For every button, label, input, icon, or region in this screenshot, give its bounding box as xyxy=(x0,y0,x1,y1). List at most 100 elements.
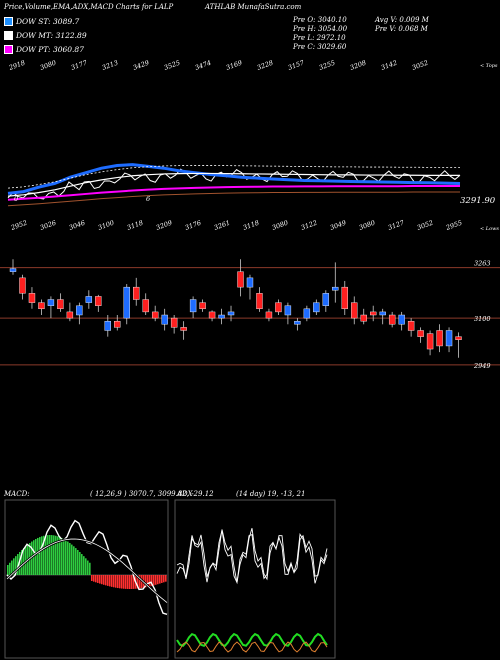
candle-body xyxy=(161,314,168,325)
macd-hist-bar xyxy=(101,575,103,585)
top-label: 3052 xyxy=(411,59,429,72)
macd-hist-bar xyxy=(11,560,13,575)
low-label: 3122 xyxy=(300,219,318,232)
low-label: 3046 xyxy=(68,219,86,232)
low-label: 3100 xyxy=(97,219,115,232)
macd-hist-bar xyxy=(111,575,113,587)
macd-hist-bar xyxy=(87,560,89,575)
macd-hist-bar xyxy=(121,575,123,589)
candle-body xyxy=(426,333,434,350)
ema-series-0 xyxy=(7,163,461,195)
macd-hist-bar xyxy=(93,575,95,582)
macd-hist-bar xyxy=(163,575,165,583)
candle-body xyxy=(104,320,111,331)
pre-high: Pre H: 3054.00 xyxy=(293,25,348,33)
candle-body xyxy=(237,271,244,288)
macd-hist-bar xyxy=(99,575,101,584)
candle-body xyxy=(246,277,254,288)
adx-green xyxy=(176,632,328,648)
macd-adx-panel xyxy=(4,499,336,659)
low-label: 3049 xyxy=(329,219,347,232)
macd-hist-bar xyxy=(157,575,159,585)
macd-hist-bar xyxy=(17,554,19,575)
macd-signal xyxy=(6,538,168,603)
macd-hist-bar xyxy=(103,575,105,585)
macd-hist-bar xyxy=(43,535,45,575)
macd-hist-bar xyxy=(133,575,135,589)
pre-volume: Pre V: 0.068 M xyxy=(375,25,428,33)
macd-hist-bar xyxy=(75,548,77,575)
candlestick-chart: 3263 3100 2949 xyxy=(0,259,500,370)
candle-body xyxy=(313,302,320,313)
top-label: 3228 xyxy=(256,59,274,72)
candle-body xyxy=(351,302,358,319)
ema-chart: 2918 3080 3177 3213 3429 3525 3474 3169 3228 3157… xyxy=(7,58,499,233)
macd-hist-bar xyxy=(71,544,73,575)
legend-dow-st: DOW ST: 3089.7 xyxy=(4,17,79,26)
macd-label: MACD: xyxy=(4,490,30,498)
macd-hist-bar xyxy=(109,575,111,587)
macd-hist-bar xyxy=(33,540,35,575)
macd-hist-bar xyxy=(7,565,9,575)
macd-hist-bar xyxy=(137,575,139,589)
legend-swatch-white xyxy=(4,31,13,40)
level-label: 2949 xyxy=(473,362,491,370)
pre-open: Pre O: 3040.10 xyxy=(293,16,347,24)
top-label: 3208 xyxy=(349,59,367,72)
macd-hist-bar xyxy=(35,539,37,575)
macd-hist-bar xyxy=(47,535,49,575)
candle-body xyxy=(66,311,74,319)
pre-low: Pre L: 2972.10 xyxy=(293,34,346,42)
level-label: 3263 xyxy=(474,260,491,268)
tops-corner-label: < Tops xyxy=(480,63,498,69)
macd-hist-bar xyxy=(59,537,61,575)
candle-body xyxy=(294,320,301,325)
low-label: 3080 xyxy=(358,219,376,232)
adx-params: (14 day) 19, -13, 21 xyxy=(236,490,306,498)
macd-hist-bar xyxy=(65,540,67,575)
candle-body xyxy=(19,277,26,294)
macd-hist-bar xyxy=(95,575,97,583)
low-label: 2952 xyxy=(9,219,28,233)
macd-hist-bar xyxy=(21,550,23,575)
macd-hist-bar xyxy=(107,575,109,586)
macd-hist-bar xyxy=(131,575,133,589)
low-label: 2955 xyxy=(444,219,463,233)
macd-hist-bar xyxy=(23,548,25,575)
candle-body xyxy=(436,330,443,347)
candle-body xyxy=(303,308,311,319)
legend-label-pt: DOW PT: 3060.87 xyxy=(16,45,84,54)
candle-body xyxy=(199,302,206,310)
candle-body xyxy=(38,302,45,310)
macd-hist-bar xyxy=(41,536,43,575)
macd-hist-bar xyxy=(9,562,11,575)
candle-body xyxy=(85,296,93,303)
legend-dow-pt: DOW PT: 3060.87 xyxy=(4,45,84,54)
macd-hist-bar xyxy=(81,554,83,575)
low-label: 3176 xyxy=(184,219,202,232)
low-label: 3261 xyxy=(213,219,231,232)
ema-series-1 xyxy=(7,172,460,197)
candle-body xyxy=(123,286,130,319)
macd-hist-bar xyxy=(129,575,131,589)
macd-hist-bar xyxy=(53,535,55,575)
ema-mid-value: 6 xyxy=(146,195,150,203)
adx-minus xyxy=(176,530,328,585)
macd-hist-bar xyxy=(45,535,47,575)
legend-label-mt: DOW MT: 3122.89 xyxy=(16,31,87,40)
macd-hist-bar xyxy=(149,575,151,587)
low-label: 3080 xyxy=(271,219,289,232)
macd-hist-bar xyxy=(125,575,127,589)
legend-label-st: DOW ST: 3089.7 xyxy=(16,17,80,26)
candle-body xyxy=(379,311,386,316)
candle-body xyxy=(275,302,282,313)
macd-hist-bar xyxy=(85,558,87,575)
avg-volume: Avg V: 0.009 M xyxy=(375,16,429,24)
macd-hist-bar xyxy=(15,556,17,575)
last-price: 3291.90 xyxy=(460,196,496,206)
legend-dow-mt: DOW MT: 3122.89 xyxy=(4,31,87,40)
macd-hist-bar xyxy=(155,575,157,585)
candle-body xyxy=(170,317,178,328)
candle-body xyxy=(407,320,415,331)
